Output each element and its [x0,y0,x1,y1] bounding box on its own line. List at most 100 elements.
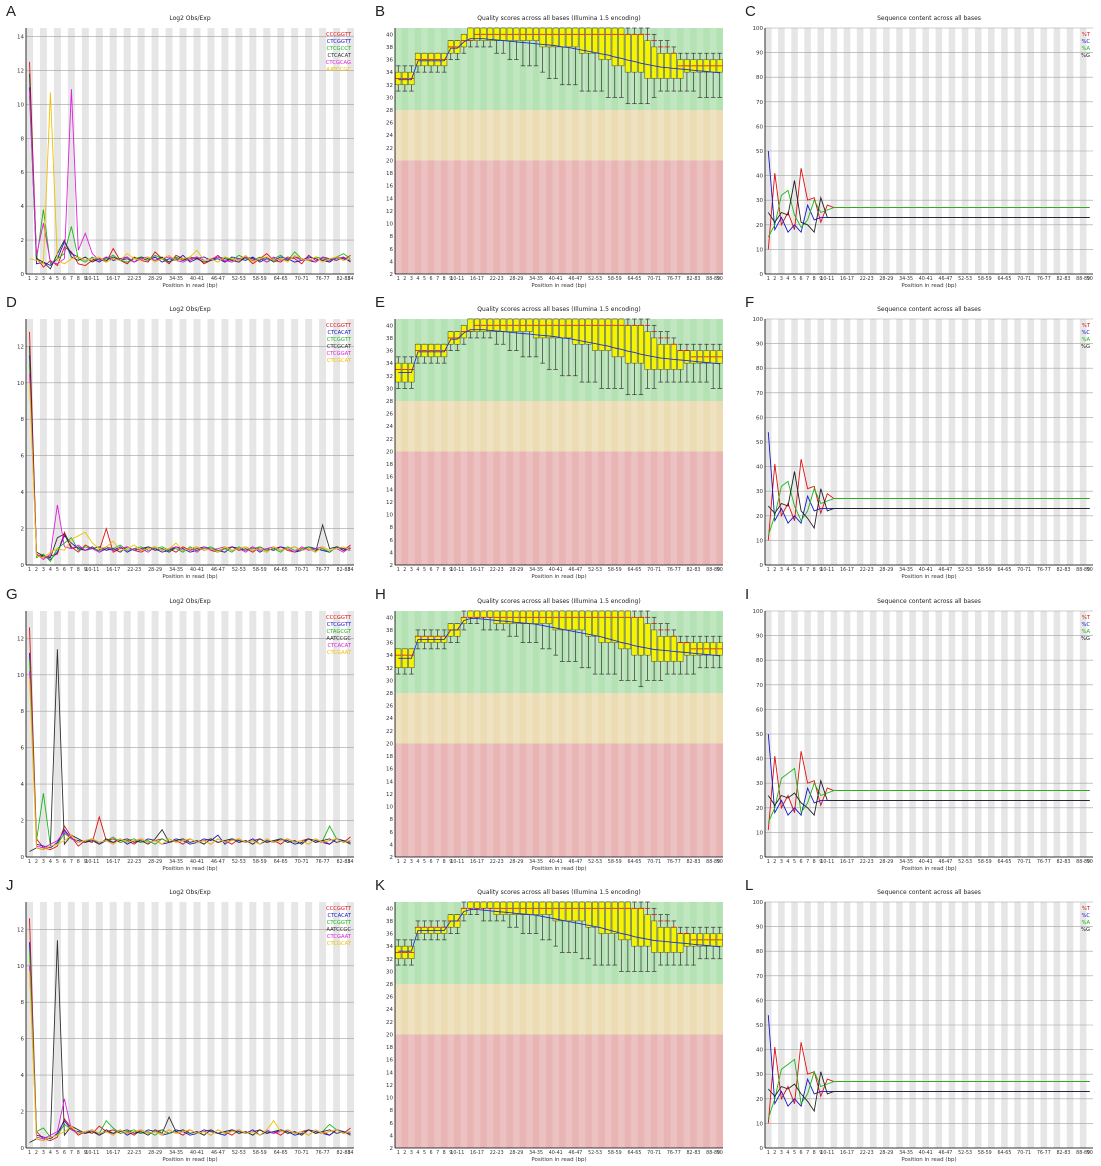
x-tick-label: 3 [42,859,45,865]
x-tick-label: 28-29 [879,276,893,282]
y-tick-label: 30 [386,386,393,392]
alt-stripe [263,611,271,857]
y-tick-label: 36 [386,58,393,64]
y-tick-label: 6 [390,1121,394,1127]
alt-stripe [109,902,117,1148]
x-tick-label: 52-53 [232,276,246,282]
x-tick-label: 76-77 [1037,276,1051,282]
x-tick-label: 64-65 [997,276,1011,282]
y-tick-label: 10 [386,513,393,519]
x-tick-label: 16-17 [106,276,120,282]
x-tick-label: 58-59 [253,276,267,282]
x-tick-label: 28-29 [148,567,162,573]
y-tick-label: 8 [21,417,25,423]
quality-box [637,325,645,364]
y-tick-label: 40 [756,1048,763,1054]
quality-box [624,325,631,364]
x-tick-label: 76-77 [316,859,330,865]
x-tick-label: 5 [56,276,59,282]
quality-box [611,318,618,358]
alt-stripe [644,28,651,274]
x-tick-label: 1 [767,859,770,865]
x-tick-label: 6 [63,276,66,282]
x-tick-label: 9 [449,1150,452,1156]
y-tick-label: 20 [756,1097,763,1103]
y-tick-label: 60 [756,124,763,130]
x-tick-label: 9 [449,276,452,282]
alt-stripe [709,28,717,274]
x-tick-label: 8 [77,276,80,282]
x-tick-label: 7 [436,1150,439,1156]
x-tick-label: 4 [416,276,419,282]
y-tick-label: 20 [386,741,393,747]
y-tick-label: 14 [17,34,24,40]
y-tick-label: 70 [756,391,763,397]
y-tick-label: 32 [386,666,393,672]
alt-stripe [644,319,651,565]
x-tick-label: 3 [780,276,783,282]
legend-entry: %C [1081,622,1090,628]
x-tick-label: 9 [84,276,87,282]
series-line [29,92,351,265]
x-tick-label: 34-35 [169,859,183,865]
quality-box [592,901,599,928]
x-tick-label: 1 [28,567,31,573]
x-tick-label: 82-83 [1057,567,1071,573]
x-tick-label: 3 [780,567,783,573]
y-tick-label: 2 [21,819,25,825]
x-tick-label: 22-23 [127,276,141,282]
x-tick-label: 40-41 [549,859,563,865]
y-tick-label: 2 [390,855,394,861]
y-tick-label: 24 [386,1007,393,1013]
quality-box [592,27,599,54]
alt-stripe [526,611,533,857]
y-tick-label: 28 [386,982,393,988]
y-tick-label: 10 [756,538,763,544]
alt-stripe [235,611,243,857]
alt-stripe [193,28,201,274]
x-tick-label: 82-83 [1057,1150,1071,1156]
x-tick-label: 70-71 [647,859,661,865]
legend-entry: CTCGCAT [327,358,352,364]
x-tick-label: 70-71 [647,567,661,573]
alt-stripe [221,28,229,274]
alt-stripe [591,319,599,565]
x-tick-label: 4 [786,1150,789,1156]
alt-stripe [486,319,494,565]
y-tick-label: 38 [386,336,393,342]
alt-stripe [565,611,573,857]
quality-box [572,318,579,345]
x-tick-label: 5 [56,1150,59,1156]
chart-content: Sequence content across all bases 0 10 20 30… [753,15,1093,288]
quality-box [644,623,651,656]
alt-stripe [631,319,638,565]
y-tick-label: 20 [386,449,393,455]
alt-stripe [305,902,313,1148]
panel-label: J [6,877,14,894]
x-tick-label: 64-65 [627,567,641,573]
x-tick-label: 46-47 [211,276,225,282]
y-tick-label: 0 [21,1146,25,1152]
quality-box [585,27,592,54]
y-tick-label: 0 [21,272,25,278]
alt-stripe [696,319,704,565]
x-tick-label: 3 [780,859,783,865]
y-tick-label: 6 [390,247,394,253]
alt-stripe [26,902,33,1148]
alt-stripe [473,319,481,565]
alt-stripe [333,28,341,274]
x-tick-label: 4 [416,859,419,865]
y-tick-label: 0 [760,272,764,278]
quality-box [546,318,553,339]
x-tick-label: 1 [767,567,770,573]
quality-box [637,34,645,73]
x-tick-label: 3 [42,1150,45,1156]
alt-stripe [670,28,678,274]
x-tick-label: 58-59 [608,1150,622,1156]
legend-entry: CTAGCGT [327,629,352,635]
alt-stripe [165,28,173,274]
x-tick-label: 88-89 [1076,1150,1090,1156]
x-axis-label: Position in read (bp) [901,866,956,871]
y-tick-label: 30 [756,198,763,204]
quality-band [395,743,723,857]
